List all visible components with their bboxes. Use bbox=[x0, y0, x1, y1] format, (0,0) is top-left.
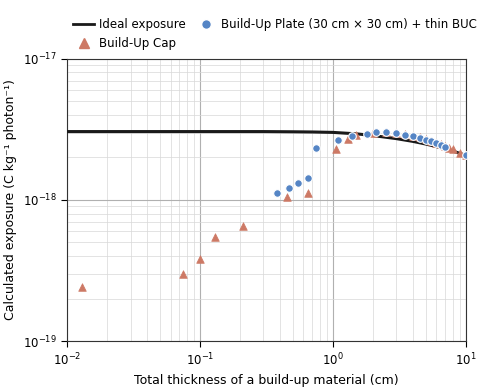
Point bbox=[427, 138, 435, 144]
Point bbox=[409, 132, 417, 139]
Point bbox=[427, 138, 435, 145]
Point bbox=[456, 150, 463, 156]
Point bbox=[79, 284, 86, 290]
Point bbox=[344, 136, 352, 142]
Point bbox=[295, 180, 302, 186]
Point bbox=[382, 129, 389, 135]
Point bbox=[392, 130, 400, 136]
Point bbox=[437, 142, 444, 148]
Point bbox=[372, 129, 379, 135]
Point bbox=[422, 136, 430, 143]
Point bbox=[422, 136, 430, 142]
Point bbox=[449, 146, 456, 152]
Point bbox=[348, 133, 356, 140]
Point bbox=[441, 143, 449, 150]
Point bbox=[409, 133, 417, 140]
Legend: Ideal exposure, Build-Up Cap, Build-Up Plate (30 cm × 30 cm) + thin BUC: Ideal exposure, Build-Up Cap, Build-Up P… bbox=[73, 18, 477, 50]
Point bbox=[286, 185, 293, 191]
Point bbox=[441, 143, 449, 149]
Point bbox=[445, 145, 453, 151]
Point bbox=[352, 132, 360, 138]
Y-axis label: Calculated exposure (C kg⁻¹ photon⁻¹): Calculated exposure (C kg⁻¹ photon⁻¹) bbox=[4, 80, 17, 320]
Point bbox=[462, 152, 469, 158]
Point bbox=[401, 131, 409, 137]
Point bbox=[180, 270, 187, 277]
Point bbox=[369, 130, 377, 136]
Point bbox=[239, 223, 247, 229]
Point bbox=[304, 175, 312, 181]
Point bbox=[382, 129, 389, 135]
Point bbox=[304, 190, 312, 196]
Point bbox=[363, 131, 371, 137]
Point bbox=[437, 141, 444, 147]
Point bbox=[392, 129, 400, 136]
Point bbox=[335, 136, 342, 143]
Point bbox=[312, 144, 320, 151]
Point bbox=[416, 135, 423, 141]
Point bbox=[196, 256, 204, 262]
X-axis label: Total thickness of a build-up material (cm): Total thickness of a build-up material (… bbox=[134, 374, 399, 387]
Point bbox=[432, 140, 440, 146]
Point bbox=[211, 233, 219, 240]
Point bbox=[332, 146, 339, 152]
Point bbox=[432, 140, 440, 146]
Point bbox=[283, 194, 290, 200]
Point bbox=[462, 152, 469, 158]
Point bbox=[401, 132, 409, 138]
Point bbox=[273, 190, 281, 196]
Point bbox=[416, 134, 423, 140]
